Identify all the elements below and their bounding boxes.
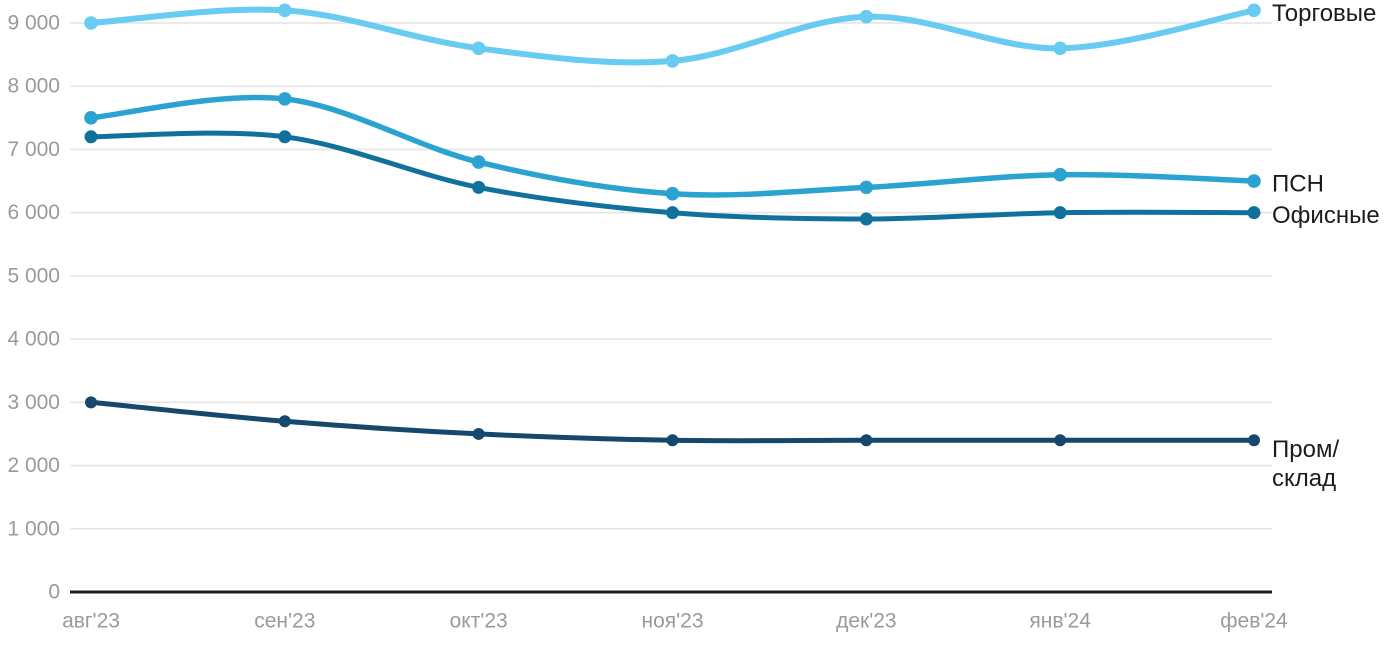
data-point[interactable] — [278, 92, 292, 106]
x-axis-label: дек'23 — [836, 610, 897, 633]
data-point[interactable] — [1053, 41, 1067, 56]
y-axis-label: 0 — [48, 581, 60, 604]
data-point[interactable] — [278, 3, 292, 18]
data-point[interactable] — [1247, 3, 1261, 18]
data-point[interactable] — [666, 434, 679, 447]
y-axis-label: 3 000 — [7, 391, 60, 414]
data-point[interactable] — [471, 41, 486, 56]
series-end-label: Торговые — [1272, 0, 1376, 27]
series-line-1 — [88, 94, 1257, 198]
y-axis-label: 1 000 — [7, 517, 60, 540]
x-axis-label: авг'23 — [62, 610, 120, 633]
series-end-label: склад — [1272, 465, 1336, 492]
y-axis-label: 6 000 — [7, 201, 60, 224]
data-point[interactable] — [859, 180, 874, 195]
y-axis-label: 2 000 — [7, 454, 60, 477]
x-axis-label: фев'24 — [1220, 610, 1288, 633]
data-point[interactable] — [1247, 174, 1261, 188]
data-point[interactable] — [84, 16, 98, 30]
data-point[interactable] — [1248, 434, 1260, 447]
data-point[interactable] — [85, 396, 97, 409]
data-point[interactable] — [1053, 167, 1067, 182]
data-point[interactable] — [84, 130, 98, 144]
y-axis-label: 4 000 — [7, 328, 60, 351]
data-point[interactable] — [665, 54, 680, 68]
y-axis-label: 7 000 — [7, 138, 60, 161]
data-point[interactable] — [860, 434, 873, 447]
y-axis-label: 8 000 — [7, 75, 60, 98]
x-axis-label: янв'24 — [1029, 610, 1091, 633]
x-axis-label: окт'23 — [450, 610, 508, 633]
data-point[interactable] — [84, 111, 98, 125]
data-point[interactable] — [1053, 206, 1067, 220]
series-end-label: Офисные — [1272, 202, 1380, 229]
data-point[interactable] — [1247, 206, 1261, 220]
series-end-label: ПСН — [1272, 171, 1324, 198]
data-point[interactable] — [472, 180, 486, 194]
y-axis-label: 9 000 — [7, 12, 60, 35]
data-point[interactable] — [859, 212, 873, 226]
data-point[interactable] — [278, 130, 292, 144]
data-point[interactable] — [1054, 434, 1067, 447]
data-point[interactable] — [472, 427, 485, 440]
x-axis-label: сен'23 — [254, 610, 315, 633]
y-axis-label: 5 000 — [7, 264, 60, 287]
data-point[interactable] — [666, 206, 679, 220]
data-point[interactable] — [859, 9, 874, 24]
data-point[interactable] — [665, 186, 680, 201]
series-end-label: Пром/ — [1272, 436, 1339, 463]
data-point[interactable] — [278, 415, 291, 428]
data-point[interactable] — [471, 155, 486, 169]
x-axis-label: ноя'23 — [641, 610, 703, 633]
